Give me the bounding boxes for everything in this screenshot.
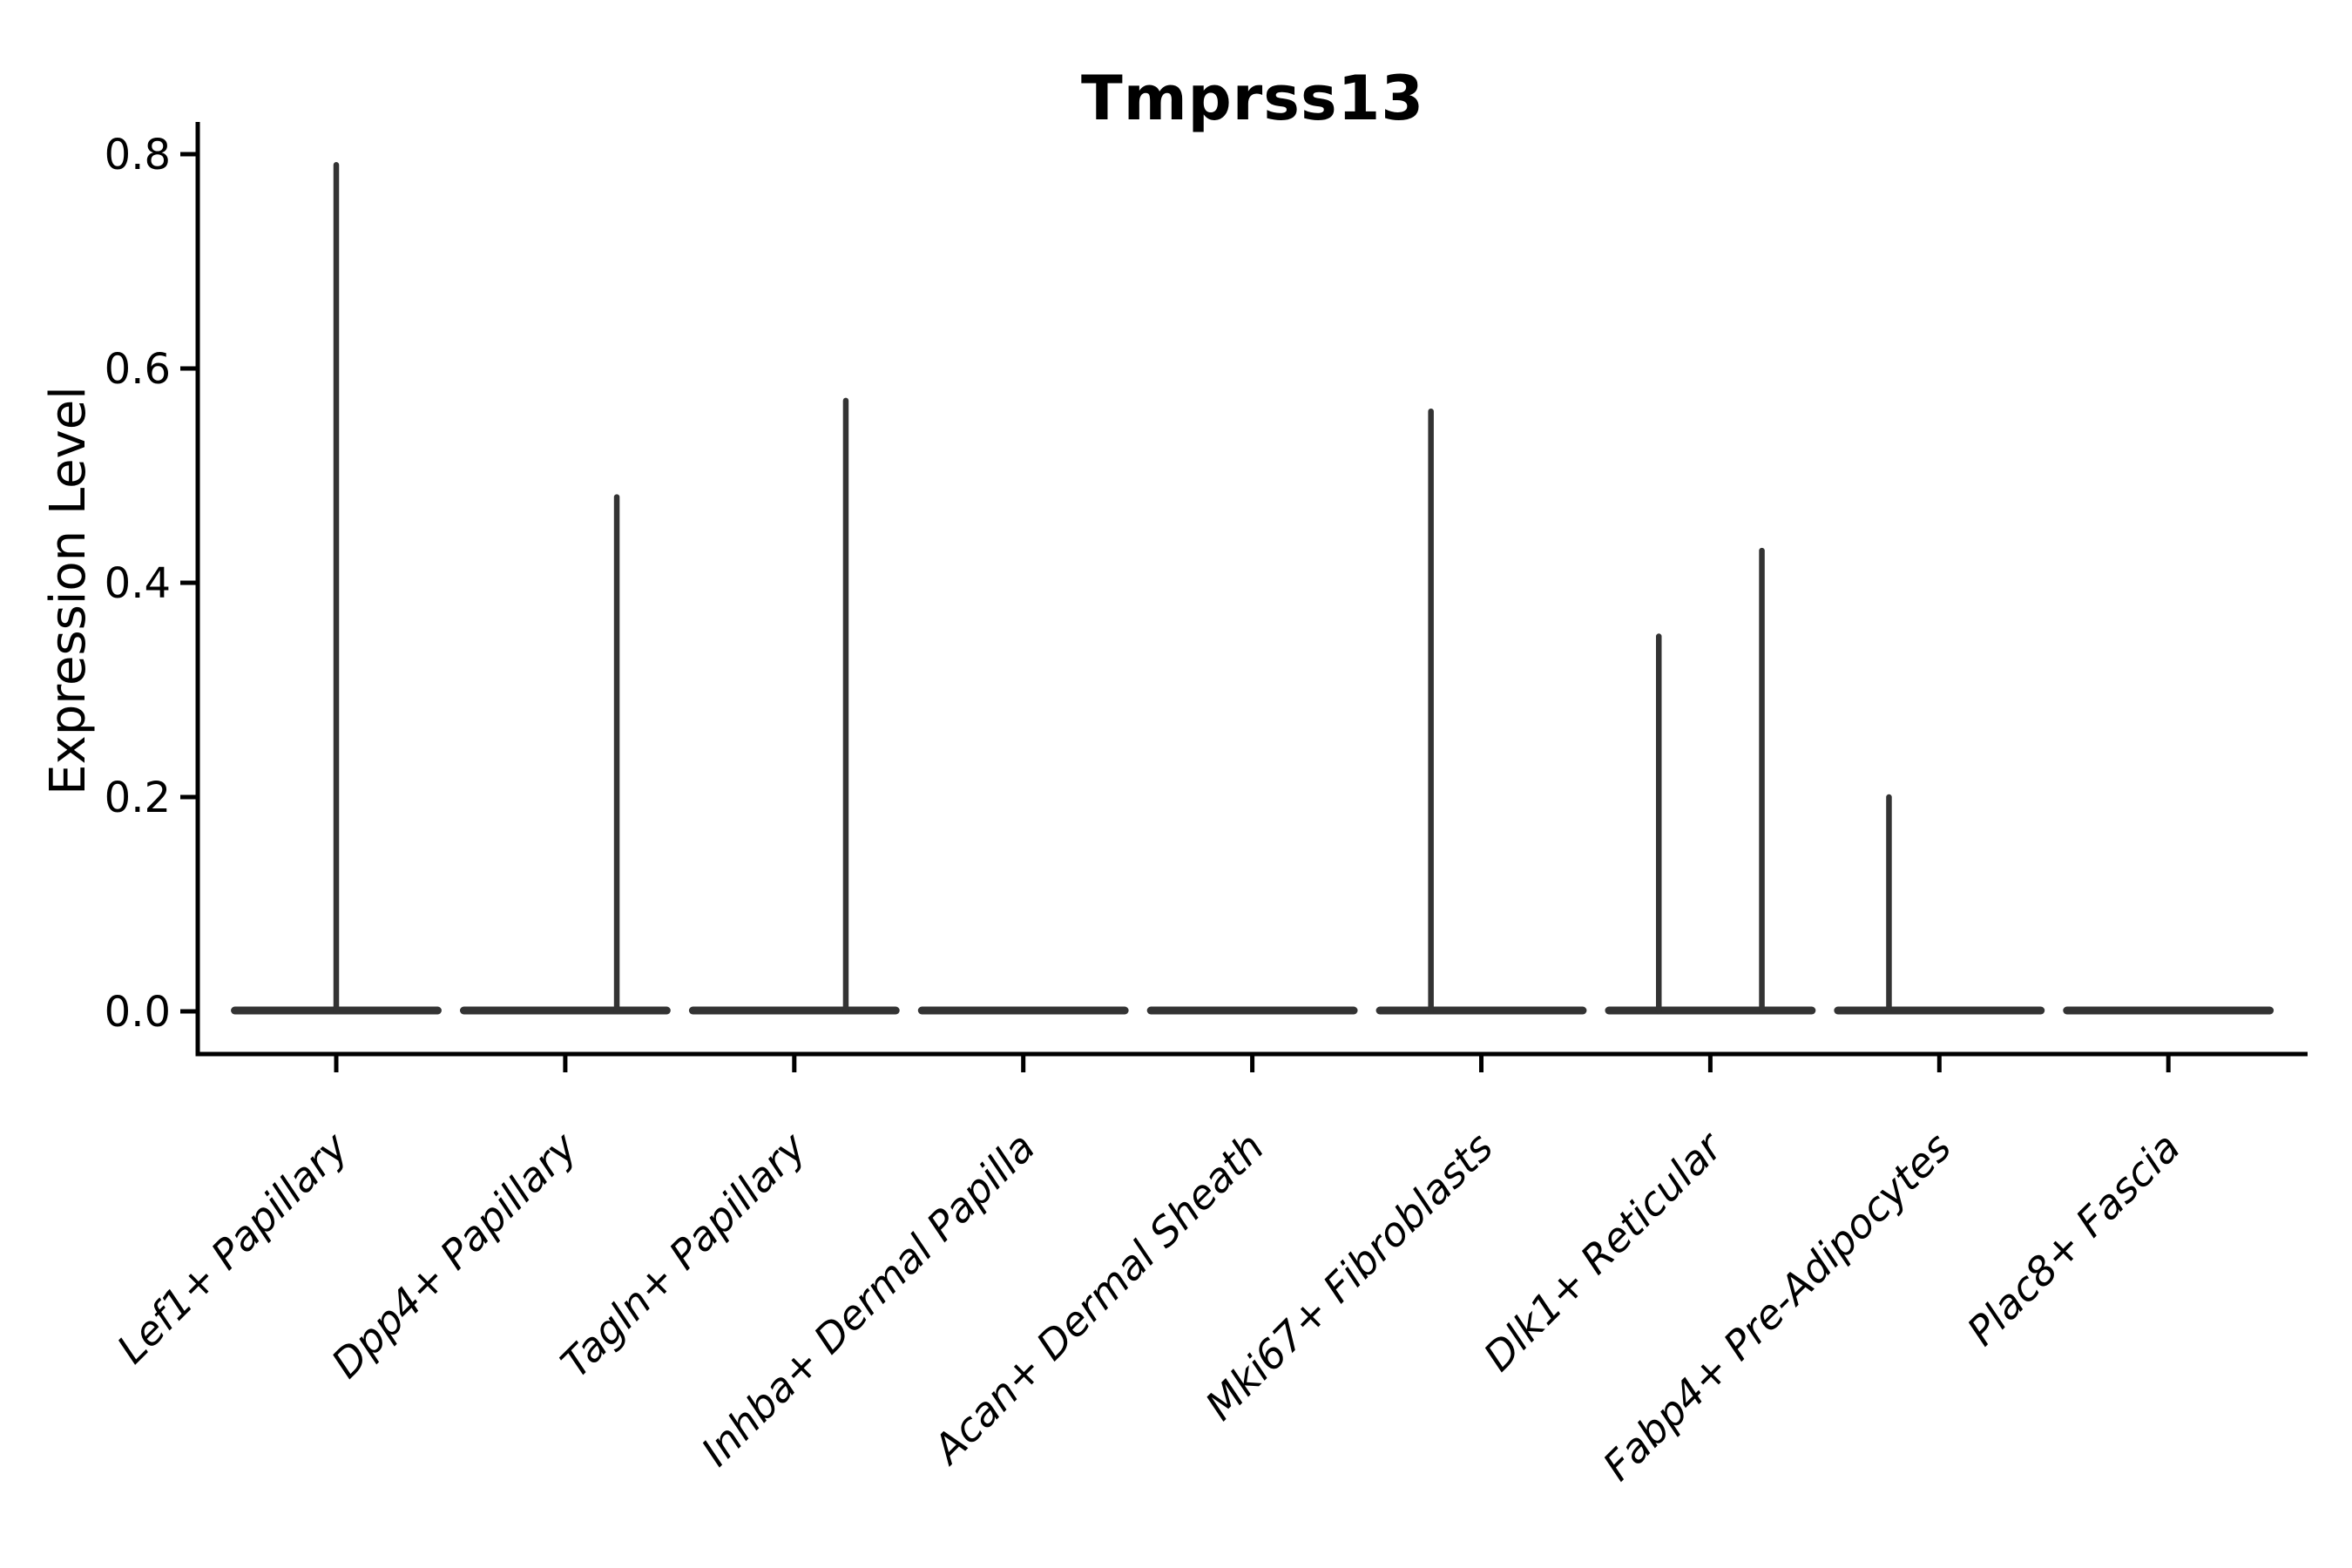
violin-base [459,1006,671,1015]
violin-base [1605,1006,1816,1015]
violin-base [688,1006,900,1015]
y-tick-label: 0.0 [105,988,171,1037]
x-category-label: Plac8+ Fascia [1958,1124,2189,1355]
x-category-label: Tagln+ Papillary [551,1123,815,1387]
y-tick-label: 0.2 [105,774,171,822]
y-tick-label: 0.6 [105,345,171,394]
x-category-label: Dlk1+ Reticular [1475,1121,1734,1380]
y-tick-label: 0.8 [105,131,171,179]
violin-base [2063,1006,2274,1015]
violin-base [1146,1006,1358,1015]
x-category-label: Lef1+ Papillary [108,1123,357,1372]
violin-base [1375,1006,1587,1015]
violin-base [1834,1006,2045,1015]
x-category-label: Dpp4+ Papillary [322,1123,586,1387]
y-tick-label: 0.4 [105,559,171,608]
violin-base [917,1006,1129,1015]
chart-title: Tmprss13 [1080,63,1425,134]
